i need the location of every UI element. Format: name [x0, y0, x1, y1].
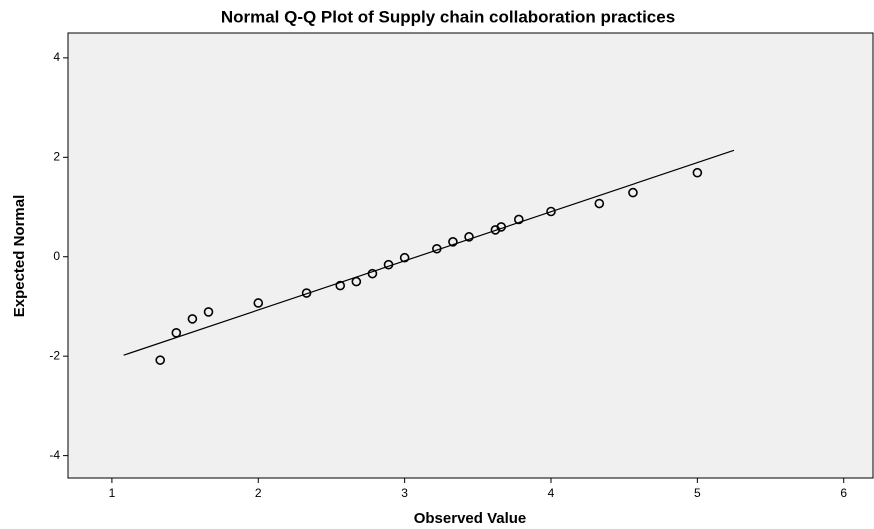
plot-area [67, 32, 874, 479]
point [253, 298, 264, 308]
reference-line [123, 149, 735, 356]
point [628, 187, 638, 198]
chart-title: Normal Q-Q Plot of Supply chain collabor… [221, 7, 675, 26]
point [155, 355, 166, 365]
point [594, 198, 605, 209]
point [171, 328, 182, 338]
point [301, 288, 312, 298]
y-tick-label: 0 [53, 249, 60, 263]
x-tick-label: 5 [694, 486, 701, 500]
x-tick-label: 4 [548, 486, 555, 500]
point [546, 206, 556, 217]
y-tick-label: -2 [49, 348, 60, 362]
point [399, 252, 410, 263]
x-tick-label: 6 [840, 486, 847, 500]
x-tick-label: 3 [401, 486, 408, 500]
y-tick-label: 4 [53, 50, 60, 64]
point [351, 276, 362, 287]
point [496, 222, 507, 232]
point [448, 237, 458, 247]
point [432, 243, 442, 254]
y-axis-title: Expected Normal [11, 195, 28, 318]
point [187, 314, 198, 324]
point [335, 280, 346, 291]
x-tick-label: 1 [109, 486, 116, 500]
x-tick-label: 2 [255, 486, 262, 500]
x-axis-title: Observed Value [414, 510, 527, 527]
point [464, 232, 474, 242]
point [513, 214, 524, 225]
point [367, 268, 378, 279]
point [203, 307, 214, 317]
point [383, 259, 394, 270]
y-tick-label: 2 [53, 149, 60, 163]
point [692, 167, 703, 178]
y-tick-label: -4 [49, 448, 60, 462]
